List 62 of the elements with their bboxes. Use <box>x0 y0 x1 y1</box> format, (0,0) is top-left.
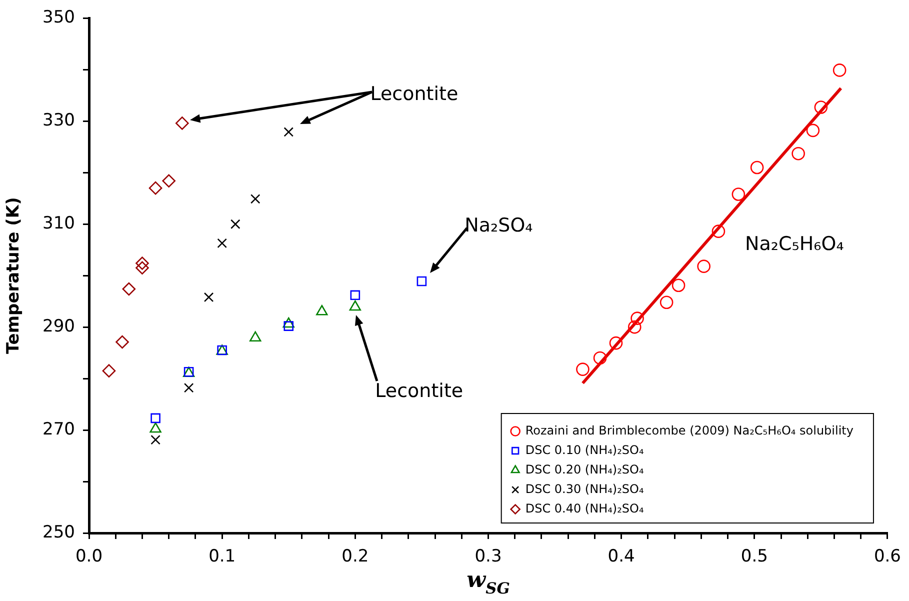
y-tick-label: 270 <box>42 419 75 440</box>
x-tick-label: 0.3 <box>474 546 502 567</box>
point <box>250 331 262 342</box>
point <box>349 300 362 311</box>
point <box>660 296 674 310</box>
legend-label: DSC 0.30 (NH₄)₂SO₄ <box>525 482 644 496</box>
x-tick-label: 0.2 <box>342 546 369 567</box>
annotation: Lecontite <box>370 83 458 106</box>
point <box>150 422 162 433</box>
point <box>136 256 149 270</box>
legend-label: DSC 0.40 (NH₄)₂SO₄ <box>525 501 644 516</box>
y-tick-label: 310 <box>42 214 75 234</box>
point <box>122 282 136 296</box>
point <box>732 188 746 201</box>
y-axis-title: Temperature (K) <box>4 197 24 354</box>
annotation: Lecontite <box>375 380 464 402</box>
point <box>712 224 726 238</box>
legend-label: DSC 0.10 (NH₄)₂SO₄ <box>525 442 644 457</box>
point <box>176 116 189 130</box>
point <box>697 260 710 273</box>
point <box>150 413 160 424</box>
y-tick-label: 290 <box>42 316 75 336</box>
point <box>184 382 194 393</box>
point <box>792 146 805 160</box>
legend-label: DSC 0.20 (NH₄)₂SO₄ <box>525 462 644 476</box>
point <box>250 194 260 204</box>
point <box>148 181 162 195</box>
point <box>672 278 686 292</box>
point <box>162 174 176 188</box>
annotation: Na₂C₅H₆O₄ <box>744 233 844 256</box>
point <box>593 351 607 365</box>
point <box>814 100 828 114</box>
point <box>350 290 360 300</box>
point <box>230 219 240 230</box>
point <box>416 276 427 286</box>
y-tick-label: 250 <box>42 522 75 542</box>
x-tick-label: 0.4 <box>608 546 635 567</box>
y-tick-label: 350 <box>42 8 75 28</box>
x-tick-label: 0.6 <box>874 546 902 567</box>
point <box>609 336 623 350</box>
point <box>628 320 642 334</box>
point <box>204 292 214 302</box>
point <box>102 364 116 378</box>
x-tick-label: 0.1 <box>208 546 236 567</box>
point <box>806 124 820 138</box>
annotation: Na₂SO₄ <box>464 214 534 236</box>
y-tick-label: 330 <box>42 110 75 131</box>
point <box>832 64 846 77</box>
point <box>750 160 764 174</box>
point <box>630 312 644 325</box>
point <box>116 335 129 349</box>
x-tick-label: 0.5 <box>740 546 768 567</box>
point <box>150 434 160 445</box>
point <box>284 321 294 331</box>
point <box>217 238 227 248</box>
point <box>316 304 328 316</box>
x-tick-label: 0.0 <box>75 546 103 567</box>
point <box>284 127 294 137</box>
point <box>576 362 590 376</box>
point <box>282 317 294 328</box>
point <box>136 261 149 275</box>
legend-label: Rozaini and Brimblecombe (2009) Na₂C₅H₆O₄ solubility <box>525 423 854 438</box>
